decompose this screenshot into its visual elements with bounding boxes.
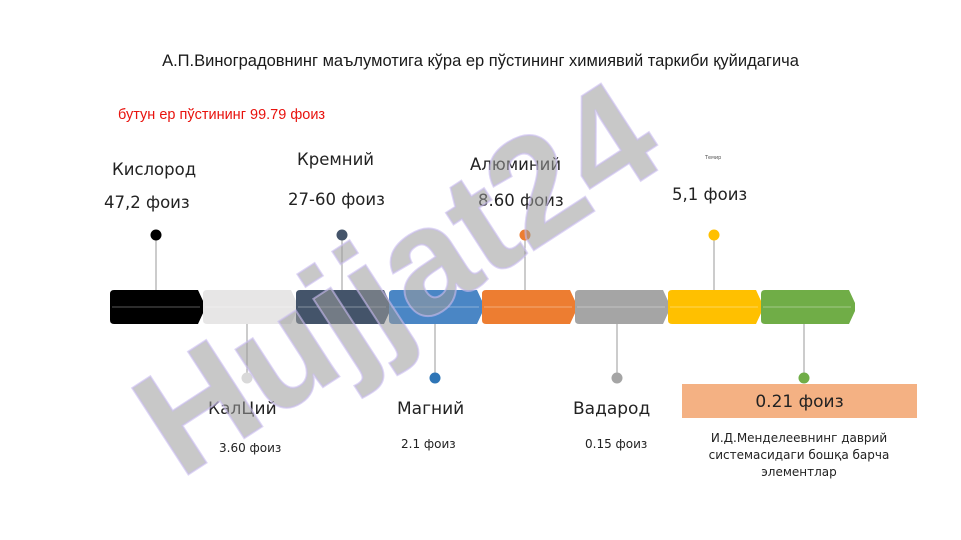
timeline-segment-6 [668,290,762,324]
note-other-elements: И.Д.Менделеевнинг даврий системасидаги б… [708,431,890,479]
timeline-segment-7 [761,290,855,324]
value-other-elements: 0.21 фоиз [755,392,844,412]
highlight-box [682,384,917,418]
value-calcium: 3.60 фоиз [219,441,282,455]
timeline-segment-4 [482,290,576,324]
timeline-segment-0 [110,290,204,324]
bottom-marker-0 [241,372,253,384]
top-marker-2 [519,229,531,241]
top-marker-0 [150,229,162,241]
label-aluminium: Алюминий [470,155,562,174]
page-title: А.П.Виноградовнинг маълумотига кўра ер п… [162,52,799,70]
value-magnesium: 2.1 фоиз [401,437,456,451]
timeline-segment-3 [389,290,483,324]
value-oxygen: 47,2 фоиз [104,193,190,212]
timeline-segment-1 [203,290,297,324]
timeline-segment-5 [575,290,669,324]
value-silicon: 27-60 фоиз [288,190,385,209]
label-hydrogen: Вадарод [573,399,651,419]
bottom-marker-3 [798,372,810,384]
top-marker-1 [336,229,348,241]
value-iron: 5,1 фоиз [672,185,748,204]
value-aluminium: 8.60 фоиз [478,191,564,210]
subtitle: бутун ер пўстининг 99.79 фоиз [118,107,326,123]
top-marker-3 [708,229,720,241]
label-oxygen: Кислород [112,160,197,179]
label-silicon: Кремний [297,150,375,169]
bottom-marker-1 [429,372,441,384]
label-calcium: КалЦий [208,399,277,419]
label-iron: Темир [705,155,722,161]
bottom-marker-2 [611,372,623,384]
timeline-segment-2 [296,290,390,324]
value-hydrogen: 0.15 фоиз [585,437,648,451]
label-magnesium: Магний [397,399,465,419]
